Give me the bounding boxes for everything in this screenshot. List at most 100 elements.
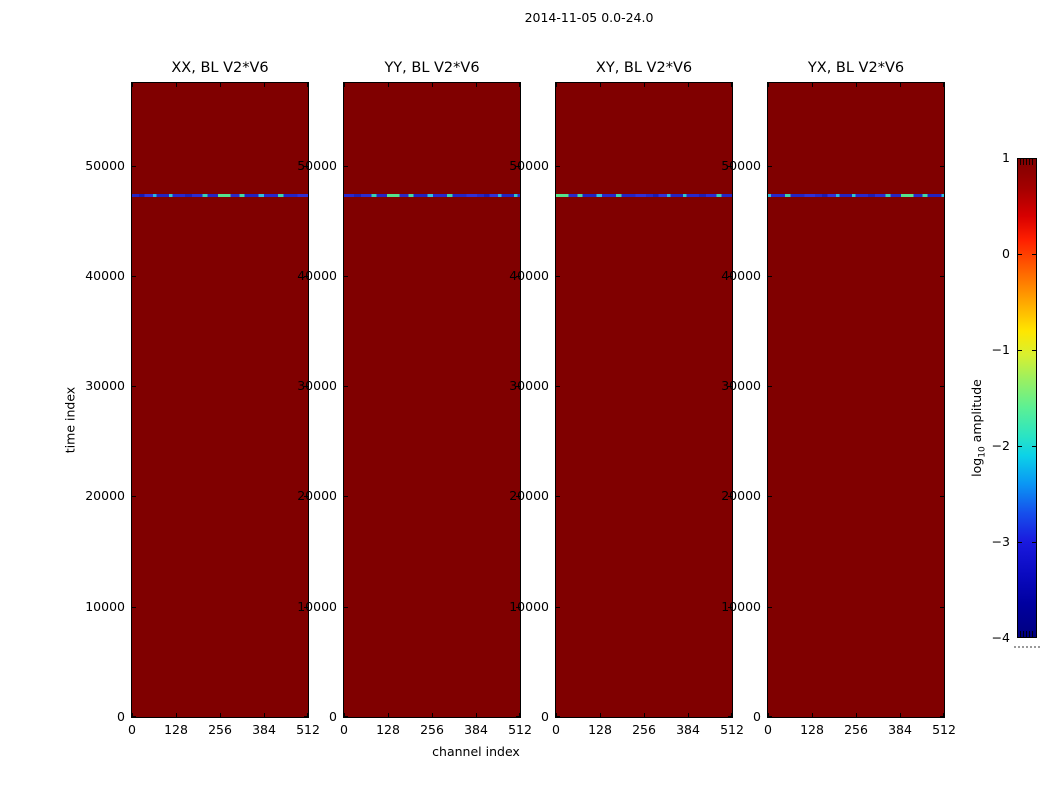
x-tick-mark <box>943 713 944 717</box>
colorbar-tick-label: −3 <box>991 534 1010 549</box>
heatmap-panel <box>767 82 945 718</box>
x-tick-mark <box>432 83 433 87</box>
x-tick-mark <box>644 83 645 87</box>
x-axis-label: channel index <box>432 744 520 759</box>
x-tick-mark <box>476 713 477 717</box>
x-tick-label: 128 <box>376 722 400 737</box>
heatmap-panel <box>555 82 733 718</box>
colorbar-tick-mark <box>1032 542 1036 543</box>
y-tick-label: 20000 <box>85 488 125 503</box>
x-tick-mark <box>344 713 345 717</box>
x-tick-mark <box>600 83 601 87</box>
x-tick-mark <box>388 713 389 717</box>
y-tick-mark <box>940 276 944 277</box>
y-tick-mark <box>556 716 560 717</box>
y-tick-mark <box>728 386 732 387</box>
y-tick-label: 30000 <box>509 378 549 393</box>
colorbar-tick-mark <box>1018 542 1022 543</box>
colorbar-tick-mark <box>1018 350 1022 351</box>
y-tick-label: 0 <box>117 709 125 724</box>
y-tick-mark <box>344 276 348 277</box>
x-tick-mark <box>264 713 265 717</box>
x-tick-label: 0 <box>552 722 560 737</box>
flagged-row-line <box>344 194 520 197</box>
x-tick-mark <box>856 713 857 717</box>
y-tick-mark <box>768 276 772 277</box>
y-tick-mark <box>516 716 520 717</box>
x-tick-mark <box>812 83 813 87</box>
x-tick-mark <box>220 713 221 717</box>
y-tick-label: 10000 <box>297 599 337 614</box>
y-tick-label: 50000 <box>297 158 337 173</box>
x-tick-mark <box>856 83 857 87</box>
y-tick-mark <box>728 496 732 497</box>
x-tick-mark <box>768 83 769 87</box>
x-tick-mark <box>176 83 177 87</box>
y-tick-mark <box>728 276 732 277</box>
y-tick-mark <box>304 496 308 497</box>
x-tick-label: 128 <box>588 722 612 737</box>
x-tick-mark <box>600 713 601 717</box>
colorbar-tick-label: 1 <box>1002 150 1010 165</box>
y-tick-mark <box>516 496 520 497</box>
heatmap-panel <box>343 82 521 718</box>
colorbar-label-prefix: log <box>968 457 984 477</box>
y-tick-mark <box>304 276 308 277</box>
y-tick-mark <box>940 496 944 497</box>
x-tick-label: 0 <box>128 722 136 737</box>
colorbar-tick-mark <box>1018 446 1022 447</box>
x-tick-label: 256 <box>844 722 868 737</box>
colorbar-bottom-dotted-line <box>1014 646 1040 648</box>
colorbar-tick-mark <box>1032 254 1036 255</box>
y-tick-mark <box>940 716 944 717</box>
y-tick-mark <box>556 496 560 497</box>
y-tick-mark <box>344 386 348 387</box>
x-tick-mark <box>644 713 645 717</box>
y-tick-label: 0 <box>541 709 549 724</box>
y-tick-label: 10000 <box>509 599 549 614</box>
panel-title: XY, BL V2*V6 <box>595 60 693 76</box>
y-axis-label: time index <box>62 386 78 454</box>
colorbar-tick-label: 0 <box>1002 246 1010 261</box>
y-tick-mark <box>556 607 560 608</box>
colorbar-label: log10 amplitude <box>969 379 988 477</box>
y-tick-label: 20000 <box>509 488 549 503</box>
y-tick-mark <box>768 607 772 608</box>
x-tick-mark <box>688 83 689 87</box>
y-tick-label: 30000 <box>297 378 337 393</box>
colorbar-tick-mark <box>1032 350 1036 351</box>
y-tick-mark <box>940 607 944 608</box>
x-tick-label: 0 <box>764 722 772 737</box>
y-tick-mark <box>132 716 136 717</box>
x-tick-mark <box>556 83 557 87</box>
y-tick-label: 30000 <box>85 378 125 393</box>
y-tick-mark <box>304 166 308 167</box>
x-tick-mark <box>731 713 732 717</box>
colorbar-tick-label: −1 <box>991 342 1010 357</box>
x-tick-mark <box>176 713 177 717</box>
panel-title: YX, BL V2*V6 <box>807 60 905 76</box>
y-tick-label: 20000 <box>721 488 761 503</box>
y-tick-mark <box>768 166 772 167</box>
y-tick-mark <box>132 386 136 387</box>
y-tick-label: 40000 <box>297 268 337 283</box>
x-tick-label: 512 <box>508 722 532 737</box>
y-tick-mark <box>132 496 136 497</box>
x-tick-mark <box>900 713 901 717</box>
flagged-row-line <box>556 194 732 197</box>
y-tick-mark <box>516 607 520 608</box>
y-tick-label: 50000 <box>721 158 761 173</box>
y-tick-mark <box>344 607 348 608</box>
x-tick-mark <box>132 83 133 87</box>
y-tick-mark <box>556 386 560 387</box>
colorbar-tick-mark <box>1018 254 1022 255</box>
y-tick-label: 30000 <box>721 378 761 393</box>
x-tick-label: 384 <box>464 722 488 737</box>
y-tick-mark <box>940 386 944 387</box>
y-tick-label: 10000 <box>85 599 125 614</box>
x-tick-label: 256 <box>208 722 232 737</box>
x-tick-label: 512 <box>296 722 320 737</box>
y-tick-mark <box>516 166 520 167</box>
y-tick-mark <box>304 607 308 608</box>
